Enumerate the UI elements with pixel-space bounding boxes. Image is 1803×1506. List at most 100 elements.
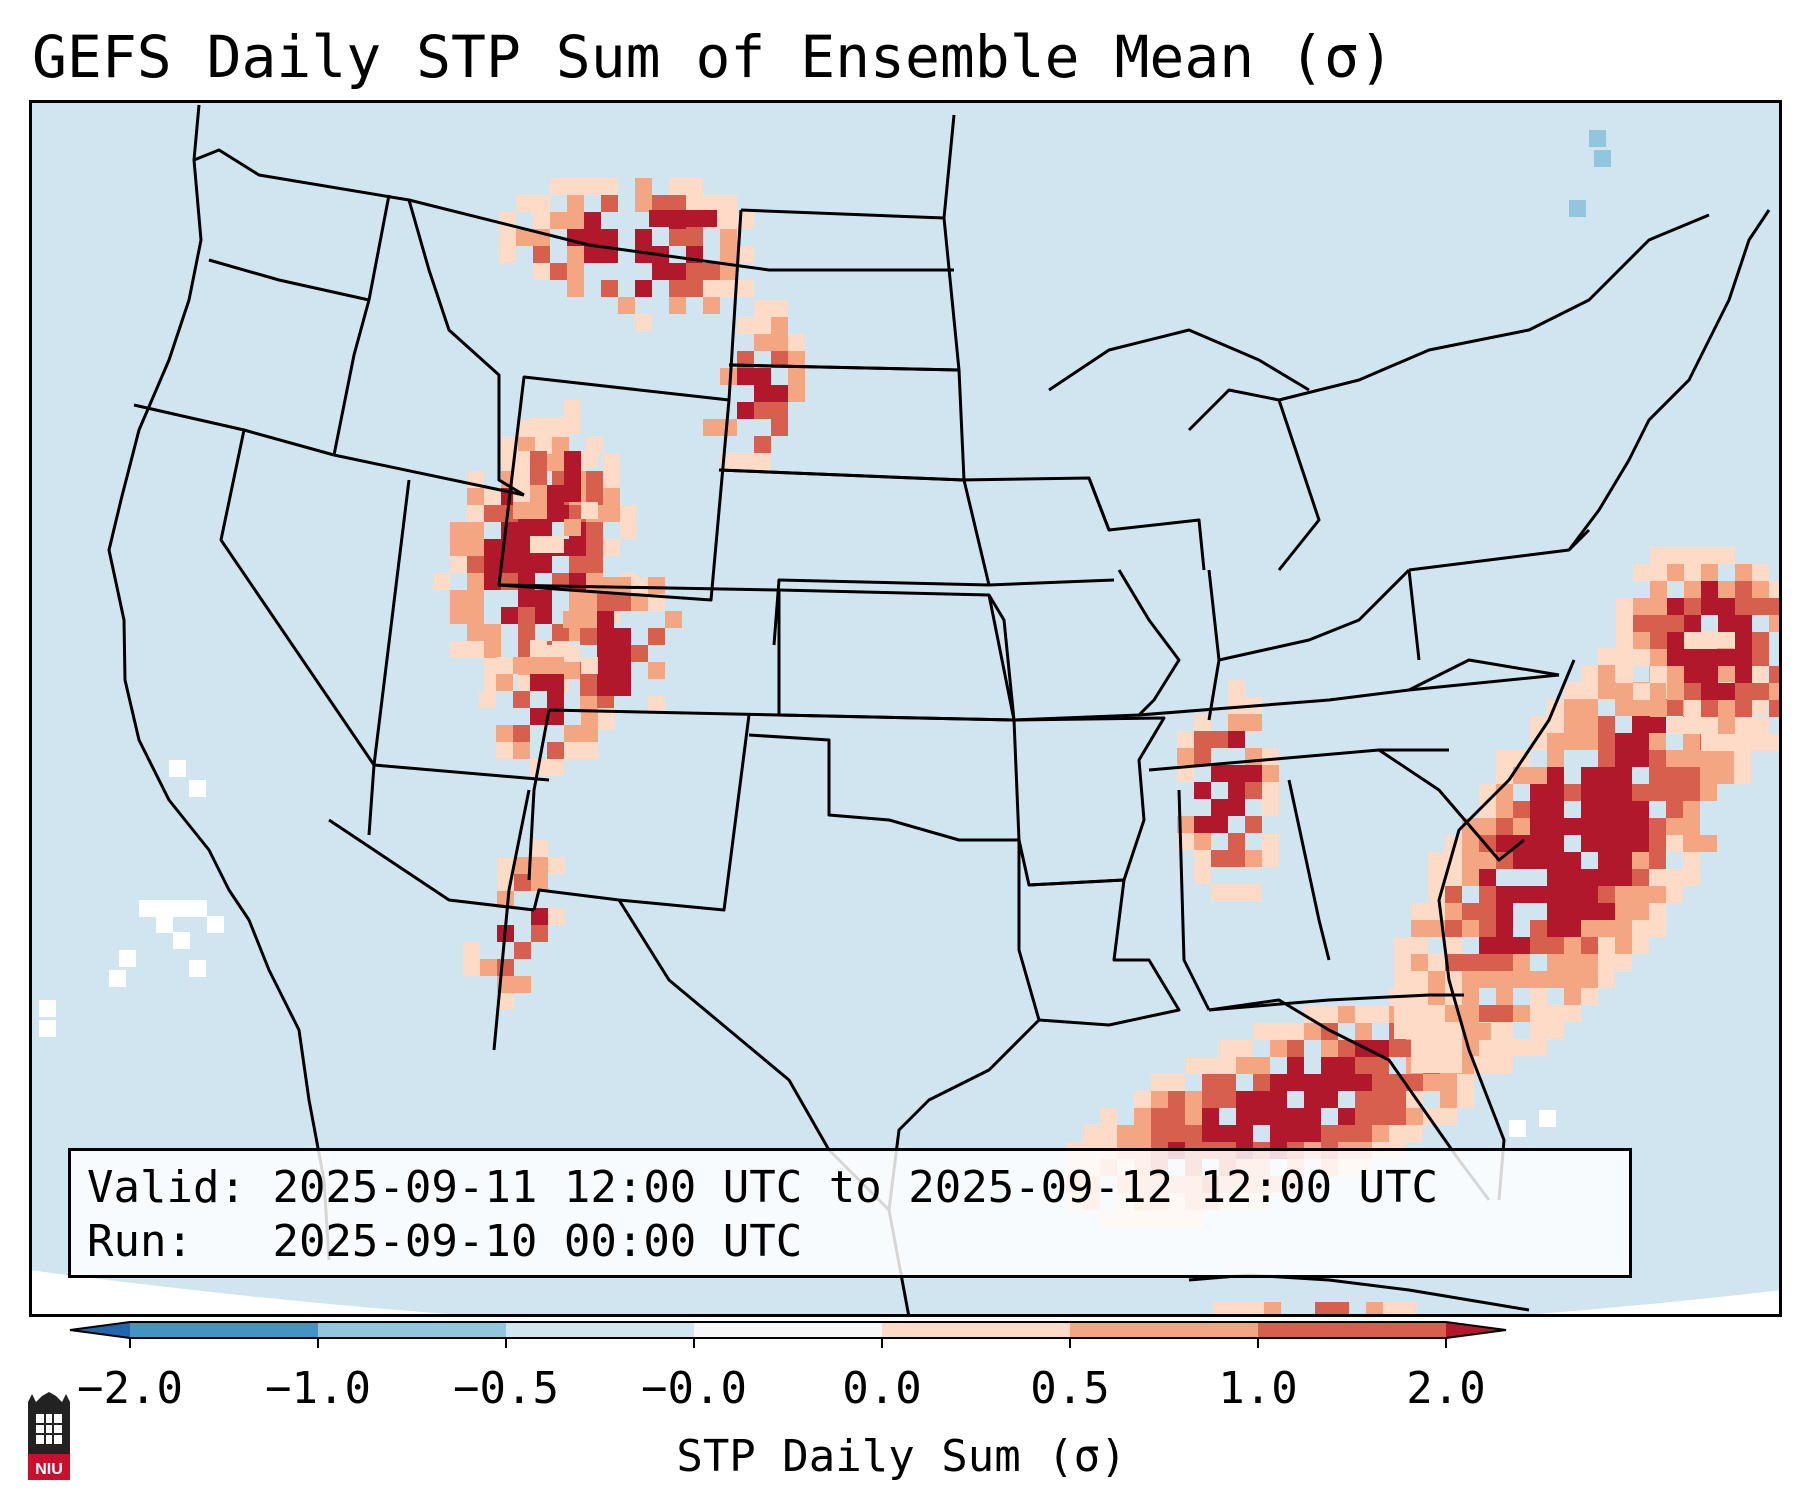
stp-cell bbox=[39, 1020, 56, 1037]
stp-cell bbox=[1701, 734, 1718, 751]
stp-cell bbox=[1513, 1039, 1530, 1056]
run-label: Run: bbox=[87, 1216, 193, 1267]
stp-cell bbox=[1151, 1125, 1168, 1142]
stp-cell bbox=[1445, 1056, 1462, 1073]
stp-cell bbox=[518, 624, 535, 641]
stp-cell bbox=[614, 594, 631, 611]
stp-cell bbox=[564, 519, 581, 536]
stp-cell bbox=[1581, 733, 1598, 750]
stp-cell bbox=[737, 280, 754, 297]
stp-cell bbox=[631, 577, 648, 594]
stp-cell bbox=[581, 725, 598, 742]
stp-cell bbox=[1594, 150, 1611, 167]
stp-cell bbox=[1262, 799, 1279, 816]
stp-cell bbox=[1479, 818, 1496, 835]
stp-cell bbox=[1202, 1074, 1219, 1091]
stp-cell bbox=[1769, 581, 1782, 598]
stp-cell bbox=[1355, 1091, 1372, 1108]
stp-cell bbox=[1632, 920, 1649, 937]
stp-cell bbox=[1496, 1022, 1513, 1039]
stp-cell bbox=[1598, 886, 1615, 903]
stp-cell bbox=[1683, 852, 1700, 869]
stp-cell bbox=[1304, 1091, 1321, 1108]
stp-cell bbox=[1355, 1108, 1372, 1125]
stp-cell bbox=[1769, 700, 1782, 717]
washington-idaho bbox=[367, 194, 391, 301]
stp-cell bbox=[1202, 1091, 1219, 1108]
stp-cell bbox=[1581, 699, 1598, 716]
stp-cell bbox=[1581, 954, 1598, 971]
stp-cell bbox=[1372, 1057, 1389, 1074]
stp-cell bbox=[683, 210, 700, 227]
stp-cell bbox=[648, 696, 665, 713]
stp-cell bbox=[1168, 1108, 1185, 1125]
stp-cell bbox=[1270, 1091, 1287, 1108]
stp-cell bbox=[1445, 903, 1462, 920]
wisconsin-illinois bbox=[1087, 477, 1206, 571]
stp-cell bbox=[1752, 717, 1769, 734]
stp-cell bbox=[1769, 683, 1782, 700]
stp-cell bbox=[1717, 750, 1734, 767]
stp-cell bbox=[1700, 835, 1717, 852]
stp-cell bbox=[1615, 937, 1632, 954]
utah-west bbox=[372, 479, 411, 766]
stp-cell bbox=[1228, 782, 1245, 799]
stp-cell bbox=[1615, 750, 1632, 767]
stp-cell bbox=[1394, 937, 1411, 954]
stp-cell bbox=[1428, 954, 1445, 971]
stp-cell bbox=[1530, 886, 1547, 903]
stp-cell bbox=[686, 280, 703, 297]
stp-cell bbox=[1718, 547, 1735, 564]
stp-cell bbox=[1338, 1006, 1355, 1023]
stp-cell bbox=[531, 840, 548, 857]
boundaries bbox=[107, 104, 1771, 1317]
stp-cell bbox=[173, 900, 190, 917]
stp-cell bbox=[1649, 869, 1666, 886]
stp-cell bbox=[496, 742, 513, 759]
ohio-pa bbox=[1407, 569, 1421, 661]
colorbar-tick-label: 0.5 bbox=[1030, 1363, 1110, 1414]
stp-cell bbox=[569, 590, 586, 607]
stp-cell bbox=[1202, 1057, 1219, 1074]
oregon-idaho bbox=[332, 299, 371, 456]
stp-cell bbox=[1751, 699, 1768, 716]
stp-cell bbox=[548, 908, 565, 925]
stp-cell bbox=[1769, 734, 1782, 751]
stp-cell bbox=[603, 505, 620, 522]
atlantic-coast bbox=[1437, 659, 1576, 1201]
stp-cell bbox=[1228, 799, 1245, 816]
stp-cell bbox=[1667, 632, 1684, 649]
stp-cell bbox=[1701, 700, 1718, 717]
stp-cell bbox=[1372, 1091, 1389, 1108]
stp-cell bbox=[1564, 852, 1581, 869]
stp-cell bbox=[1445, 1039, 1462, 1056]
stp-cell bbox=[1615, 903, 1632, 920]
stp-cell bbox=[1667, 649, 1684, 666]
stp-cell bbox=[635, 280, 652, 297]
stp-cell bbox=[1615, 920, 1632, 937]
stp-cell bbox=[614, 645, 631, 662]
colorbar-tick-label: −0.0 bbox=[641, 1363, 747, 1414]
stp-cell bbox=[1219, 1091, 1236, 1108]
stp-cell bbox=[1496, 818, 1513, 835]
stp-cell bbox=[1700, 631, 1717, 648]
stp-cell bbox=[1581, 801, 1598, 818]
stp-cell bbox=[1338, 1040, 1355, 1057]
colorbar-extend-high bbox=[1446, 1322, 1506, 1338]
stp-cell bbox=[530, 657, 547, 674]
stp-cell bbox=[635, 314, 652, 331]
stp-cell bbox=[1598, 971, 1615, 988]
stp-cell bbox=[1411, 903, 1428, 920]
stp-cell bbox=[1632, 818, 1649, 835]
stp-cell bbox=[1735, 564, 1752, 581]
stp-cell bbox=[1667, 615, 1684, 632]
stp-cell bbox=[513, 657, 530, 674]
stp-cell bbox=[1666, 835, 1683, 852]
stp-cell bbox=[584, 212, 601, 229]
stp-cell bbox=[1632, 869, 1649, 886]
stp-cell bbox=[1649, 818, 1666, 835]
stp-cell bbox=[754, 385, 771, 402]
map-border bbox=[29, 100, 1782, 1317]
stp-cell bbox=[1581, 971, 1598, 988]
stp-cell bbox=[563, 611, 580, 628]
